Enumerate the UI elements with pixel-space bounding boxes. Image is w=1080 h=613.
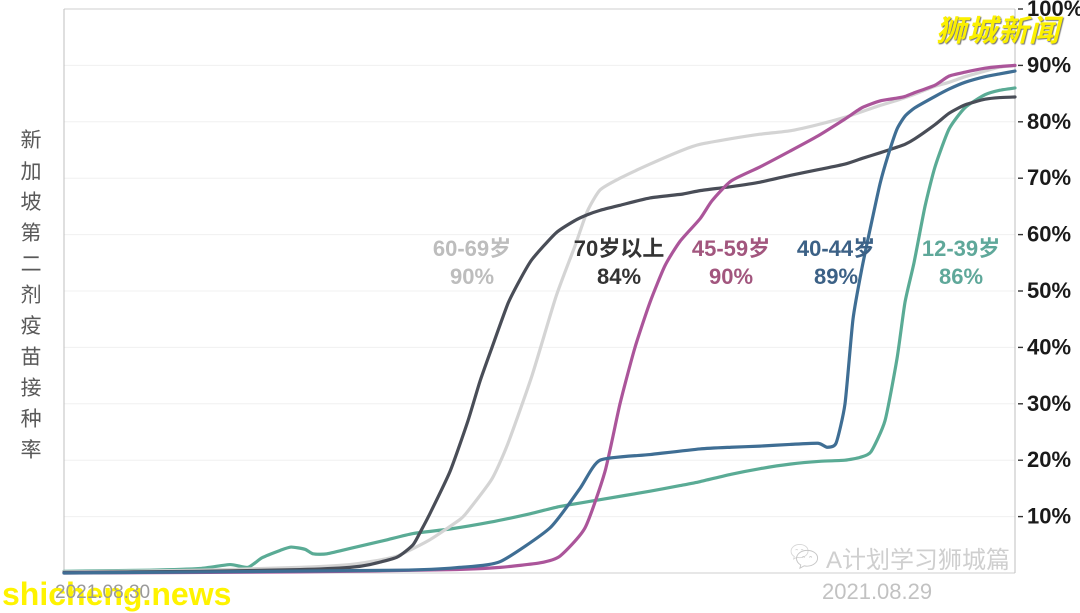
svg-text:10%: 10% (1027, 504, 1071, 529)
svg-text:90%: 90% (709, 264, 753, 289)
svg-text:89%: 89% (814, 264, 858, 289)
svg-text:60%: 60% (1027, 222, 1071, 247)
svg-text:50%: 50% (1027, 278, 1071, 303)
svg-text:40%: 40% (1027, 334, 1071, 359)
svg-text:90%: 90% (1027, 52, 1071, 77)
svg-text:20%: 20% (1027, 447, 1071, 472)
svg-text:70岁以上: 70岁以上 (574, 236, 664, 261)
svg-text:30%: 30% (1027, 391, 1071, 416)
svg-text:60-69岁: 60-69岁 (433, 236, 511, 261)
svg-text:12-39岁: 12-39岁 (922, 236, 1000, 261)
svg-text:86%: 86% (939, 264, 983, 289)
svg-text:70%: 70% (1027, 165, 1071, 190)
svg-text:84%: 84% (597, 264, 641, 289)
svg-text:40-44岁: 40-44岁 (797, 236, 875, 261)
svg-text:90%: 90% (450, 264, 494, 289)
svg-text:45-59岁: 45-59岁 (692, 236, 770, 261)
svg-text:80%: 80% (1027, 109, 1071, 134)
